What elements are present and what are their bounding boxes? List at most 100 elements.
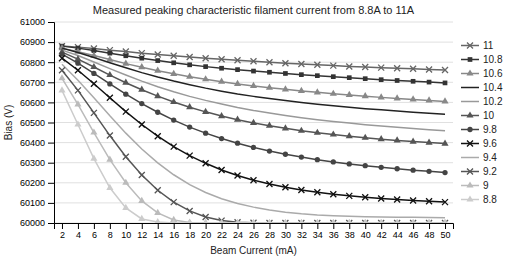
marker — [330, 63, 336, 69]
x-tick-label: 38 — [345, 230, 355, 240]
marker — [251, 177, 257, 183]
x-tick-mark — [78, 223, 79, 229]
x-tick-mark — [429, 223, 430, 229]
marker — [426, 66, 432, 72]
x-tick-label: 4 — [76, 230, 81, 240]
x-tick: 32 — [297, 223, 307, 240]
y-tick: 60700 — [20, 78, 54, 88]
x-tick-mark — [174, 223, 175, 229]
marker — [171, 144, 177, 150]
marker — [218, 78, 225, 84]
x-tick: 30 — [281, 223, 291, 240]
y-tick-label: 60700 — [20, 78, 45, 88]
line — [62, 70, 445, 223]
x-tick-mark — [238, 223, 239, 229]
marker — [170, 219, 177, 223]
marker — [75, 67, 81, 73]
legend-symbol — [467, 141, 473, 147]
legend-item: 11 — [461, 40, 494, 51]
marker — [203, 160, 209, 166]
legend-item: 9.8 — [461, 124, 497, 135]
marker — [106, 184, 113, 190]
marker — [282, 85, 289, 91]
marker — [187, 124, 192, 129]
marker — [90, 63, 97, 69]
series — [59, 67, 448, 223]
marker — [139, 101, 144, 106]
x-tick-mark — [142, 223, 143, 229]
marker — [266, 84, 273, 90]
x-axis-title: Beam Current (mA) — [210, 245, 297, 256]
line — [62, 52, 445, 143]
x-tick-label: 6 — [92, 230, 97, 240]
legend-symbol — [466, 69, 473, 75]
legend-label: 10.6 — [483, 68, 503, 79]
x-tick-mark — [397, 223, 398, 229]
marker — [155, 187, 161, 193]
marker — [106, 55, 113, 61]
y-tick-label: 61000 — [20, 17, 45, 27]
x-tick-label: 24 — [233, 230, 243, 240]
x-tick-mark — [206, 223, 207, 229]
legend-item: 10.6 — [461, 68, 503, 79]
marker — [251, 58, 257, 64]
y-tick: 60000 — [20, 218, 54, 228]
marker — [139, 172, 145, 178]
marker — [298, 219, 305, 223]
marker — [139, 50, 145, 56]
series — [59, 52, 447, 176]
x-tick: 42 — [377, 223, 387, 240]
grid — [54, 22, 453, 223]
marker — [219, 56, 225, 62]
marker — [410, 137, 417, 143]
y-tick-label: 60400 — [20, 138, 45, 148]
marker — [266, 59, 272, 65]
grid-line — [54, 42, 453, 43]
marker — [234, 219, 241, 223]
series — [58, 74, 448, 223]
marker — [139, 122, 145, 128]
marker — [282, 60, 288, 66]
x-tick-label: 46 — [409, 230, 419, 240]
marker — [219, 136, 224, 141]
legend-symbol — [466, 195, 473, 201]
marker — [442, 170, 447, 175]
grid-line — [54, 202, 453, 203]
series — [62, 64, 445, 218]
marker — [122, 79, 129, 85]
marker — [171, 60, 176, 65]
marker — [138, 197, 145, 203]
marker — [155, 52, 161, 58]
marker — [235, 173, 241, 179]
marker — [298, 187, 304, 193]
y-tick-mark — [48, 102, 54, 103]
marker — [410, 66, 416, 72]
x-axis: 2468101214161820222426283032343638404244… — [55, 223, 454, 240]
x-tick-mark — [381, 223, 382, 229]
marker — [187, 54, 193, 60]
line — [62, 90, 445, 223]
marker — [346, 193, 352, 199]
marker — [202, 108, 209, 114]
marker — [122, 59, 129, 65]
x-tick-label: 32 — [297, 230, 307, 240]
marker — [395, 78, 400, 83]
x-tick: 28 — [265, 223, 275, 240]
marker — [74, 100, 81, 106]
marker — [154, 209, 161, 215]
marker — [91, 71, 96, 76]
x-tick-label: 8 — [108, 230, 113, 240]
x-tick-label: 44 — [393, 230, 403, 240]
marker — [171, 117, 176, 122]
x-tick-mark — [222, 223, 223, 229]
x-tick-label: 10 — [121, 230, 131, 240]
marker — [331, 74, 336, 79]
x-tick: 20 — [201, 223, 211, 240]
marker — [362, 134, 369, 140]
marker — [426, 198, 432, 204]
marker — [234, 116, 241, 122]
marker — [299, 72, 304, 77]
series — [58, 44, 448, 103]
marker — [139, 56, 144, 61]
marker — [282, 219, 289, 223]
